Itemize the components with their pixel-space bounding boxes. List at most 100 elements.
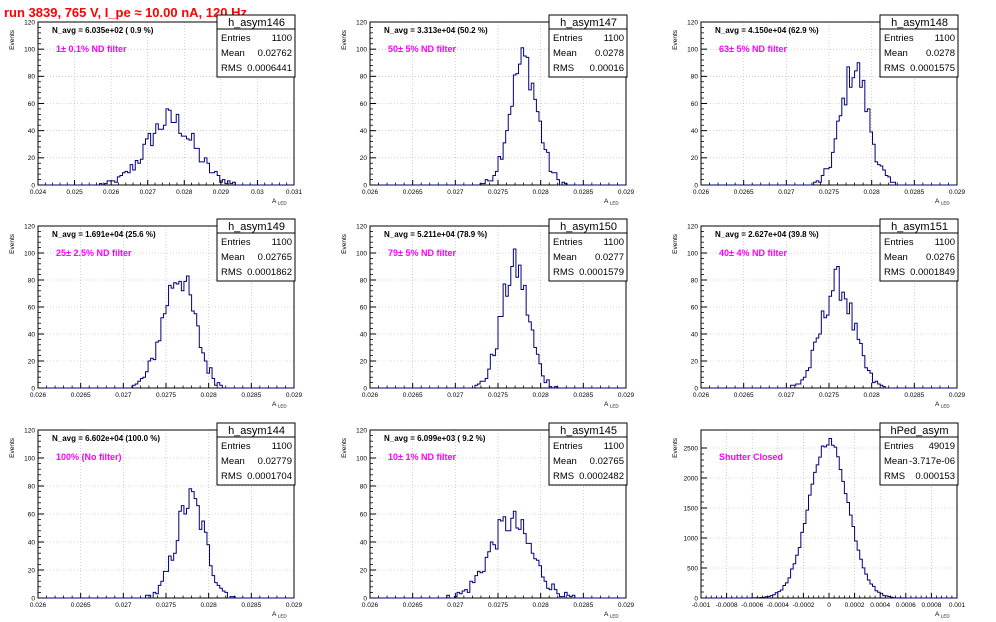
stats-box bbox=[548, 436, 628, 486]
y-tick-label: 60 bbox=[28, 101, 36, 108]
stats-rms-label: RMS bbox=[553, 63, 574, 74]
stats-entries-value: 1100 bbox=[272, 237, 292, 248]
y-tick-label: 120 bbox=[24, 223, 35, 230]
n-avg-label: N_avg = 3.313e+04 (50.2 %) bbox=[384, 26, 488, 35]
x-axis-label: A LED bbox=[604, 611, 619, 619]
x-tick-label: 0.0285 bbox=[573, 602, 593, 609]
y-tick-label: 100 bbox=[24, 250, 35, 257]
histogram-h_asym151 bbox=[701, 266, 957, 389]
x-tick-label: 0.029 bbox=[286, 602, 303, 609]
y-tick-label: 80 bbox=[360, 74, 368, 81]
n-avg-label: N_avg = 6.035e+02 ( 0.9 %) bbox=[52, 26, 154, 35]
stats-hist-name: h_asym150 bbox=[560, 221, 617, 233]
y-tick-label: 0 bbox=[31, 595, 35, 602]
y-tick-label: 60 bbox=[28, 511, 36, 518]
y-tick-label: 500 bbox=[687, 565, 698, 572]
stats-mean-label: Mean bbox=[221, 252, 245, 263]
y-tick-label: 2000 bbox=[684, 475, 699, 482]
x-tick-label: 0.026 bbox=[362, 602, 379, 609]
x-axis-label-sub: LED bbox=[278, 201, 288, 206]
stats-entries-label: Entries bbox=[553, 441, 583, 452]
histogram-panel-h_asym151: 0.026 0.0265 0.027 0.0275 0.028 0.0285 0.029 0 2… bbox=[672, 218, 966, 409]
y-tick-label: 80 bbox=[360, 277, 368, 284]
x-tick-label: 0.029 bbox=[618, 189, 635, 196]
y-tick-label: 20 bbox=[691, 155, 699, 162]
x-axis-label-main: A bbox=[935, 401, 940, 408]
histogram-panel-hPed_asym: -0.001 -0.0008 -0.0006 -0.0004 -0.0002 0 0.000… bbox=[672, 422, 966, 619]
y-tick-label: 120 bbox=[356, 427, 367, 434]
stats-rms-value: 0.0006441 bbox=[247, 63, 292, 74]
x-tick-label: -0.0002 bbox=[792, 602, 814, 609]
stats-mean-value: 0.02765 bbox=[258, 252, 292, 263]
y-tick-label: 100 bbox=[24, 455, 35, 462]
stats-mean-value: 0.02762 bbox=[258, 48, 292, 59]
x-axis-label-sub: LED bbox=[610, 404, 620, 409]
n-avg-label: N_avg = 4.150e+04 (62.9 %) bbox=[715, 26, 819, 35]
y-tick-label: 0 bbox=[363, 595, 367, 602]
stats-rms-label: RMS bbox=[553, 267, 574, 278]
stats-mean-value: 0.0278 bbox=[595, 48, 624, 59]
y-tick-label: 60 bbox=[28, 304, 36, 311]
stats-entries-value: 1100 bbox=[935, 33, 955, 44]
y-tick-label: 40 bbox=[28, 128, 36, 135]
y-tick-label: 120 bbox=[687, 19, 698, 26]
y-tick-label: 20 bbox=[360, 358, 368, 365]
y-tick-label: 0 bbox=[363, 385, 367, 392]
x-tick-label: 0.0265 bbox=[71, 602, 91, 609]
x-axis-label: A LED bbox=[272, 401, 287, 409]
y-tick-label: 80 bbox=[360, 483, 368, 490]
x-axis-label-sub: LED bbox=[610, 201, 620, 206]
stats-rms-label: RMS bbox=[553, 471, 574, 482]
stats-hist-name: h_asym151 bbox=[891, 221, 948, 233]
stats-entries-label: Entries bbox=[884, 33, 914, 44]
y-tick-label: 0 bbox=[694, 182, 698, 189]
stats-rms-value: 0.0002482 bbox=[579, 471, 624, 482]
x-axis-label-main: A bbox=[272, 401, 277, 408]
x-tick-label: 0.026 bbox=[693, 392, 710, 399]
stats-rms-label: RMS bbox=[884, 267, 905, 278]
x-tick-label: 0.028 bbox=[201, 602, 218, 609]
x-tick-label: 0.0265 bbox=[403, 189, 423, 196]
x-tick-label: 0.027 bbox=[447, 189, 464, 196]
histogram-panel-h_asym144: 0.026 0.0265 0.027 0.0275 0.028 0.0285 0.029 0 2… bbox=[9, 422, 303, 619]
stats-entries-value: 1100 bbox=[604, 441, 624, 452]
y-tick-label: 0 bbox=[694, 385, 698, 392]
y-tick-label: 20 bbox=[28, 155, 36, 162]
y-tick-label: 100 bbox=[687, 46, 698, 53]
stats-box bbox=[879, 232, 959, 282]
stats-hist-name: h_asym145 bbox=[560, 425, 617, 437]
x-tick-label: 0.028 bbox=[533, 189, 550, 196]
stats-box bbox=[548, 28, 628, 78]
y-tick-label: 20 bbox=[360, 567, 368, 574]
x-tick-label: 0.027 bbox=[778, 392, 795, 399]
filter-annotation: Shutter Closed bbox=[719, 452, 783, 462]
x-axis-label-main: A bbox=[272, 611, 277, 618]
y-tick-label: 100 bbox=[687, 250, 698, 257]
stats-entries-value: 1100 bbox=[272, 441, 292, 452]
x-tick-label: 0.028 bbox=[864, 189, 881, 196]
x-tick-label: 0.029 bbox=[213, 189, 230, 196]
y-tick-label: 120 bbox=[687, 223, 698, 230]
y-tick-label: 100 bbox=[356, 455, 367, 462]
x-axis-label: A LED bbox=[604, 401, 619, 409]
histogram-panel-h_asym150: 0.026 0.0265 0.027 0.0275 0.028 0.0285 0.029 0 2… bbox=[341, 218, 635, 409]
y-tick-label: 1500 bbox=[684, 505, 699, 512]
y-tick-label: 20 bbox=[691, 358, 699, 365]
stats-mean-value: 0.02779 bbox=[258, 456, 292, 467]
y-tick-label: 40 bbox=[360, 128, 368, 135]
y-tick-label: 100 bbox=[356, 46, 367, 53]
x-tick-label: 0.0275 bbox=[488, 392, 508, 399]
y-tick-label: 40 bbox=[28, 539, 36, 546]
y-axis-label: Events bbox=[672, 233, 679, 254]
filter-annotation: 10± 1% ND filter bbox=[388, 452, 456, 462]
stats-box bbox=[879, 436, 959, 486]
x-tick-label: 0.026 bbox=[30, 602, 47, 609]
stats-hist-name: h_asym149 bbox=[228, 221, 285, 233]
y-tick-label: 20 bbox=[28, 358, 36, 365]
stats-rms-label: RMS bbox=[221, 63, 242, 74]
x-axis-label-sub: LED bbox=[941, 614, 951, 619]
histogram-h_asym149 bbox=[38, 275, 294, 389]
x-tick-label: 0 bbox=[827, 602, 831, 609]
stats-box bbox=[548, 232, 628, 282]
filter-annotation: 1± 0.1% ND filter bbox=[56, 44, 127, 54]
